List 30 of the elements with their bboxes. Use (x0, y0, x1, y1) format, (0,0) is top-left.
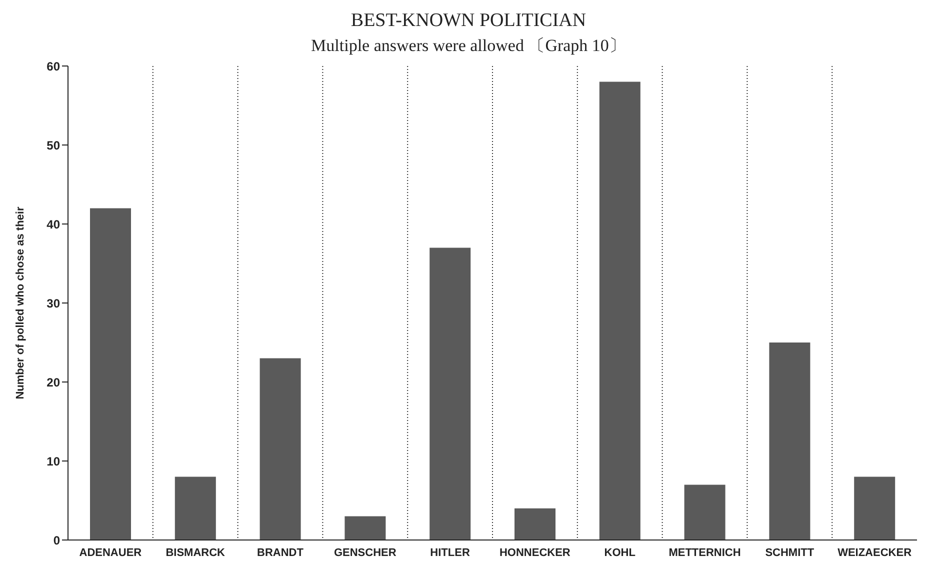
bar (90, 208, 131, 540)
y-tick-label: 60 (46, 59, 60, 74)
y-axis-title: Number of polled who chose as their (14, 206, 26, 400)
bar (430, 248, 471, 540)
bar (174, 476, 216, 540)
x-tick-label: METTERNICH (668, 546, 741, 559)
bar (854, 476, 896, 540)
y-tick-label: 0 (53, 533, 60, 548)
y-tick-label: 40 (46, 217, 60, 232)
y-tick-label: 10 (46, 454, 60, 468)
x-tick-label: HONNECKER (499, 546, 570, 559)
x-tick-label: ADENAUER (79, 546, 142, 559)
bar (769, 342, 810, 540)
x-tick-label: HITLER (430, 546, 470, 559)
y-tick-label: 20 (46, 375, 60, 390)
x-tick-label: BISMARCK (166, 546, 226, 559)
bar (599, 82, 640, 540)
x-tick-label: WEIZAECKER (838, 546, 912, 559)
x-tick-label: KOHL (604, 546, 636, 559)
x-tick-label: SCHMITT (765, 546, 814, 559)
x-tick-label: BRANDT (257, 546, 304, 559)
bar (514, 508, 556, 540)
y-tick-label: 30 (46, 296, 60, 310)
y-tick-label: 50 (46, 138, 60, 152)
bar (684, 484, 726, 540)
x-tick-label: GENSCHER (334, 546, 396, 559)
bar (344, 516, 386, 540)
chart-subtitle: Multiple answers were allowed 〔Graph 10〕 (310, 35, 627, 57)
bar (260, 358, 301, 540)
chart-title: BEST-KNOWN POLITICIAN (350, 9, 588, 33)
